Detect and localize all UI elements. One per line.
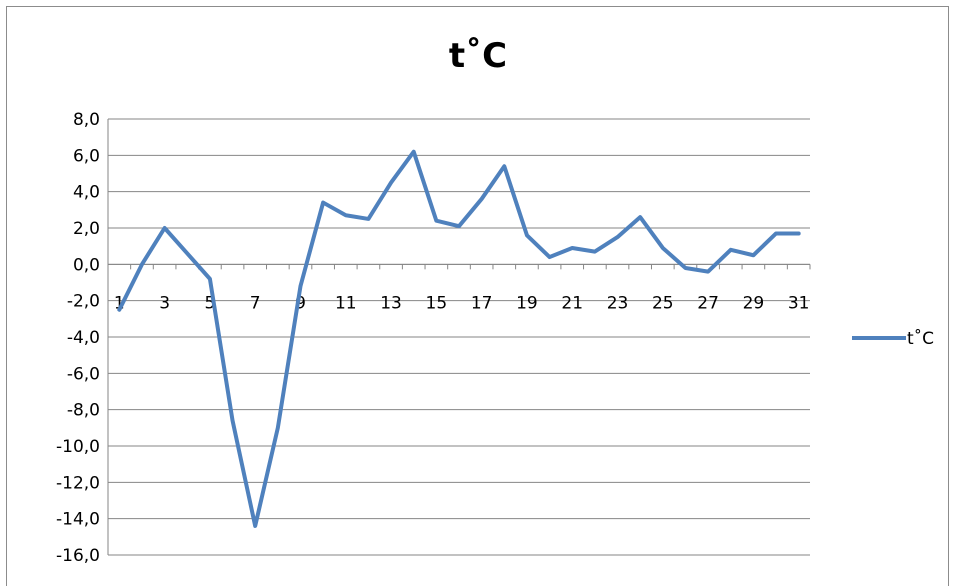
data-point [798,232,800,234]
legend: t˚C [852,328,934,349]
y-tick-label: -6,0 [67,364,100,384]
x-tick-label: 29 [743,293,765,313]
data-point [367,218,369,220]
series-line [117,149,801,528]
data-point [118,309,120,311]
data-point [571,247,573,249]
chart-frame [6,6,949,586]
data-point [481,198,483,200]
y-tick-label: 8,0 [73,110,100,130]
data-point [458,225,460,227]
series-layer [117,149,801,528]
x-tick-label: 21 [561,293,583,313]
data-point [141,263,143,265]
x-tick-label: 13 [380,293,402,313]
x-tick-label: 9 [295,293,306,313]
data-point [299,285,301,287]
y-tick-label: 2,0 [73,219,100,239]
legend-label: t˚C [907,328,934,349]
data-point [752,254,754,256]
x-tick-label: 31 [788,293,810,313]
y-tick-label: -12,0 [56,473,100,493]
data-point [594,251,596,253]
y-tick-label: -8,0 [67,401,100,421]
y-tick-label: -10,0 [56,437,100,457]
x-tick-label: 11 [335,293,357,313]
y-tick-label: 0,0 [73,255,100,275]
x-tick-label: 17 [471,293,493,313]
data-point [164,227,166,229]
x-tick-label: 23 [607,293,629,313]
x-tick-label: 19 [516,293,538,313]
data-point [662,247,664,249]
x-tick-label: 3 [159,293,170,313]
axes [107,119,811,555]
data-point [186,252,188,254]
data-point [775,232,777,234]
data-point [345,214,347,216]
data-point [617,236,619,238]
x-tick-label: 7 [250,293,261,313]
data-point [413,151,415,153]
data-point [639,216,641,218]
data-point [549,256,551,258]
y-tick-labels: 8,0 6,0 4,0 2,0 0,0 -2,0 -4,0 -6,0 -8,0 -10,0 -12,… [56,110,100,566]
y-tick-label: -4,0 [67,328,100,348]
data-point [730,249,732,251]
y-tick-label: 6,0 [73,146,100,166]
data-point [277,427,279,429]
x-tick-labels: 1 3 5 7 9 11 13 15 17 19 21 23 25 27 29 31 [114,293,810,313]
y-tick-label: -16,0 [56,546,100,566]
y-tick-label: -14,0 [56,510,100,530]
data-point [232,420,234,422]
data-point [684,267,686,269]
data-point [254,525,256,527]
chart-title: t˚C [448,36,508,76]
y-tick-label: 4,0 [73,183,100,203]
x-tick-label: 5 [204,293,215,313]
data-point [707,271,709,273]
data-point [322,202,324,204]
x-tick-label: 27 [697,293,719,313]
x-tick-label: 25 [652,293,674,313]
data-point [435,220,437,222]
y-tick-label: -2,0 [67,292,100,312]
data-point [503,165,505,167]
data-point [390,182,392,184]
x-tick-label: 15 [426,293,448,313]
data-point [526,234,528,236]
data-point [209,278,211,280]
x-tick-label: 1 [114,293,125,313]
gridlines [108,118,810,556]
